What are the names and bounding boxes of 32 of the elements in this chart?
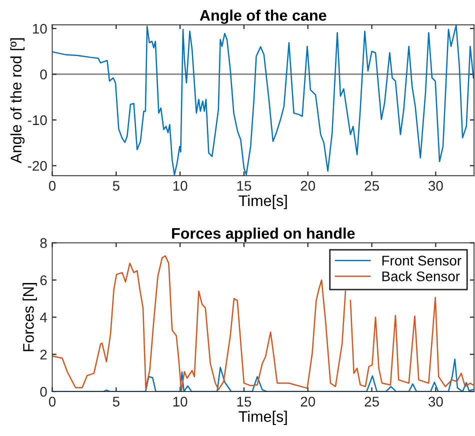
y-tick-label: 4 — [40, 312, 47, 322]
x-tick-label: 25 — [364, 180, 379, 191]
y-tick-label: -10 — [28, 115, 47, 126]
x-tick-label: 20 — [300, 396, 316, 407]
y-axis-title: Angle of the rod [º] — [10, 38, 25, 164]
x-tick-label: 15 — [237, 181, 252, 191]
x-tick-label: 10 — [173, 180, 188, 191]
x-tick-label: 10 — [173, 396, 188, 407]
chart-title: Forces applied on handle — [172, 228, 355, 242]
line-series — [52, 24, 474, 176]
y-tick-label: 10 — [33, 24, 47, 34]
x-tick-label: 5 — [112, 181, 120, 191]
chart-title: Angle of the cane — [200, 10, 326, 24]
y-tick-label: 6 — [40, 275, 47, 286]
y-axis-title: Forces [N] — [22, 283, 37, 352]
x-tick-label: 30 — [428, 396, 443, 407]
x-axis-title: Time[s] — [238, 410, 287, 425]
y-tick-label: 0 — [40, 386, 47, 397]
x-tick-label: 5 — [112, 396, 120, 407]
legend-label: Back Sensor — [382, 271, 460, 282]
y-tick-label: 8 — [40, 238, 47, 248]
x-tick-label: 0 — [48, 180, 56, 191]
x-tick-label: 30 — [428, 180, 443, 191]
y-tick-label: 2 — [40, 350, 47, 360]
legend-label: Front Sensor — [382, 256, 462, 266]
x-tick-label: 15 — [237, 396, 252, 407]
x-tick-label: 20 — [300, 180, 316, 191]
x-tick-label: 0 — [48, 396, 56, 407]
x-tick-label: 25 — [364, 396, 379, 407]
y-tick-label: 0 — [40, 70, 47, 80]
x-axis-title: Time[s] — [238, 194, 287, 210]
y-tick-label: -20 — [28, 160, 47, 171]
